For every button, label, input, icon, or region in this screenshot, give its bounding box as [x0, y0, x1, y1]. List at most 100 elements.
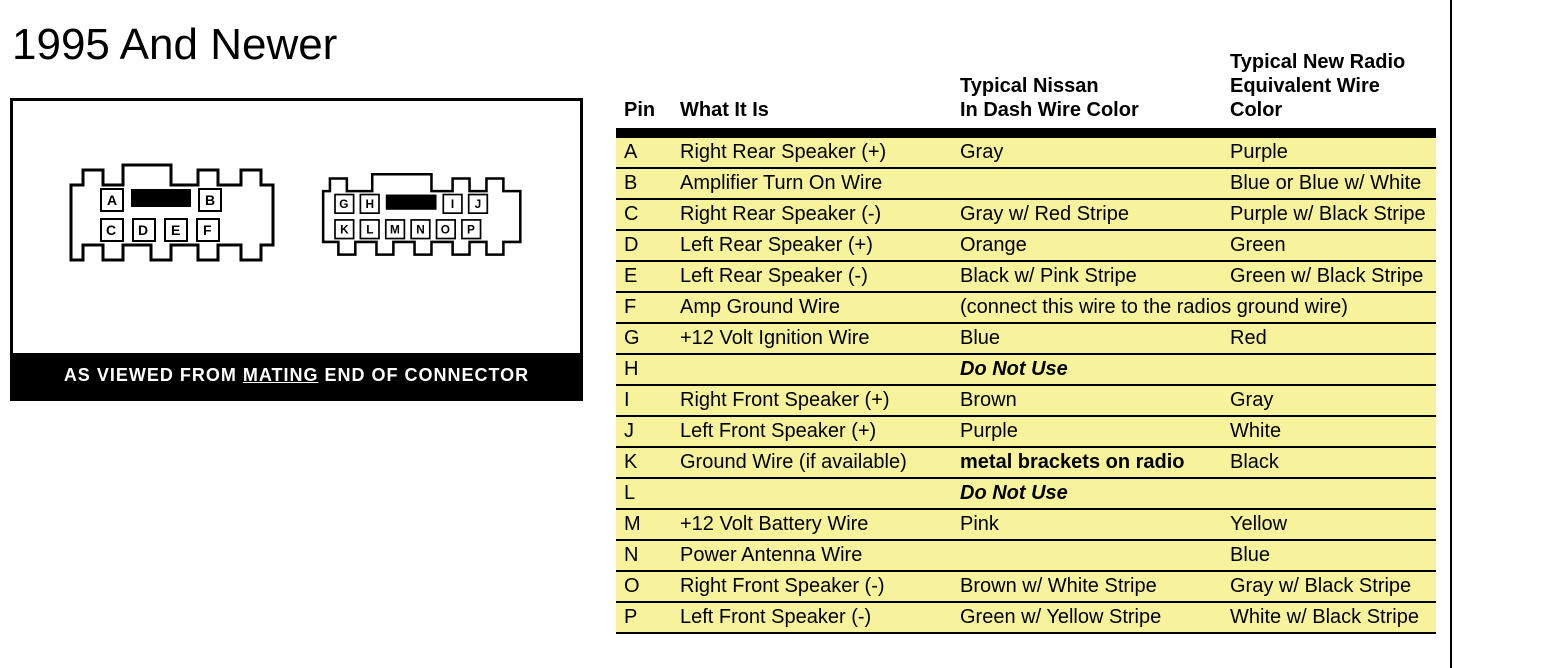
cell-what: +12 Volt Battery Wire — [672, 509, 952, 540]
cell-newradio: Red — [1222, 323, 1436, 354]
cell-newradio: Blue or Blue w/ White — [1222, 168, 1436, 199]
table-row: G+12 Volt Ignition WireBlueRed — [616, 323, 1436, 354]
cell-nissan: Black w/ Pink Stripe — [952, 261, 1222, 292]
cell-newradio: White w/ Black Stripe — [1222, 602, 1436, 633]
col-pin: Pin — [616, 46, 672, 133]
cell-nissan: metal brackets on radio — [952, 447, 1222, 478]
cell-pin: N — [616, 540, 672, 571]
pin-e-label: E — [171, 222, 180, 238]
page-right-border — [1450, 0, 1452, 668]
cell-what: Right Front Speaker (+) — [672, 385, 952, 416]
cell-span: Do Not Use — [952, 354, 1436, 385]
cell-what: Amplifier Turn On Wire — [672, 168, 952, 199]
pin-o-label: O — [441, 222, 450, 236]
table-row: DLeft Rear Speaker (+)OrangeGreen — [616, 230, 1436, 261]
table-row: NPower Antenna Wire Blue — [616, 540, 1436, 571]
pin-f-label: F — [203, 222, 212, 238]
connector-diagram-box: A B C D E F G — [10, 98, 583, 401]
pin-p-label: P — [467, 222, 475, 236]
cell-nissan: Purple — [952, 416, 1222, 447]
cell-nissan: Blue — [952, 323, 1222, 354]
cell-nissan: Orange — [952, 230, 1222, 261]
table-row: LDo Not Use — [616, 478, 1436, 509]
table-row: M+12 Volt Battery WirePinkYellow — [616, 509, 1436, 540]
cell-pin: F — [616, 292, 672, 323]
cell-pin: H — [616, 354, 672, 385]
cell-what: Left Front Speaker (+) — [672, 416, 952, 447]
cell-pin: C — [616, 199, 672, 230]
col-nissan: Typical NissanIn Dash Wire Color — [952, 46, 1222, 133]
pin-j-label: J — [475, 197, 482, 211]
table-row: ORight Front Speaker (-)Brown w/ White S… — [616, 571, 1436, 602]
pinout-table: Pin What It Is Typical NissanIn Dash Wir… — [616, 46, 1436, 634]
cell-nissan: Gray w/ Red Stripe — [952, 199, 1222, 230]
cell-pin: B — [616, 168, 672, 199]
pinout-table-wrap: Pin What It Is Typical NissanIn Dash Wir… — [616, 46, 1436, 634]
left-connector-plug: A B C D E F — [63, 145, 283, 305]
pin-l-label: L — [366, 222, 373, 236]
cell-what: Right Rear Speaker (+) — [672, 133, 952, 168]
cell-pin: J — [616, 416, 672, 447]
cell-what — [672, 478, 952, 509]
pin-d-label: D — [138, 222, 148, 238]
table-row: ELeft Rear Speaker (-)Black w/ Pink Stri… — [616, 261, 1436, 292]
cell-span: (connect this wire to the radios ground … — [952, 292, 1436, 323]
cell-nissan: Gray — [952, 133, 1222, 168]
cell-pin: E — [616, 261, 672, 292]
pin-g-label: G — [339, 197, 348, 211]
pin-a-label: A — [107, 192, 117, 208]
cell-pin: P — [616, 602, 672, 633]
connector-caption: AS VIEWED FROM MATING END OF CONNECTOR — [13, 353, 580, 398]
cell-what: Left Rear Speaker (+) — [672, 230, 952, 261]
cell-what: Power Antenna Wire — [672, 540, 952, 571]
cell-nissan: Brown w/ White Stripe — [952, 571, 1222, 602]
cell-what: Right Front Speaker (-) — [672, 571, 952, 602]
connector-diagram: A B C D E F G — [13, 101, 580, 353]
cell-what: +12 Volt Ignition Wire — [672, 323, 952, 354]
pin-b-label: B — [205, 192, 215, 208]
cell-newradio: Blue — [1222, 540, 1436, 571]
cell-pin: O — [616, 571, 672, 602]
cell-newradio: Black — [1222, 447, 1436, 478]
cell-what: Right Rear Speaker (-) — [672, 199, 952, 230]
table-header-row: Pin What It Is Typical NissanIn Dash Wir… — [616, 46, 1436, 133]
cell-nissan: Pink — [952, 509, 1222, 540]
pin-h-label: H — [365, 197, 374, 211]
cell-pin: K — [616, 447, 672, 478]
cell-newradio: Purple — [1222, 133, 1436, 168]
cell-what: Amp Ground Wire — [672, 292, 952, 323]
cell-pin: D — [616, 230, 672, 261]
right-connector-plug: G H I J K L M N O P — [313, 145, 533, 305]
table-row: H Do Not Use — [616, 354, 1436, 385]
cell-pin: I — [616, 385, 672, 416]
page-title: 1995 And Newer — [12, 20, 337, 70]
cell-newradio: Green w/ Black Stripe — [1222, 261, 1436, 292]
cell-what: Left Front Speaker (-) — [672, 602, 952, 633]
cell-nissan — [952, 168, 1222, 199]
cell-pin: M — [616, 509, 672, 540]
table-row: BAmplifier Turn On Wire Blue or Blue w/ W… — [616, 168, 1436, 199]
cell-newradio: Purple w/ Black Stripe — [1222, 199, 1436, 230]
table-row: JLeft Front Speaker (+)PurpleWhite — [616, 416, 1436, 447]
table-row: PLeft Front Speaker (-)Green w/ Yellow S… — [616, 602, 1436, 633]
col-newradio: Typical New RadioEquivalent Wire Color — [1222, 46, 1436, 133]
cell-newradio: Yellow — [1222, 509, 1436, 540]
cell-newradio: Gray w/ Black Stripe — [1222, 571, 1436, 602]
pin-n-label: N — [416, 222, 425, 236]
cell-newradio: Green — [1222, 230, 1436, 261]
table-row: KGround Wire (if available)metal bracket… — [616, 447, 1436, 478]
cell-nissan: Green w/ Yellow Stripe — [952, 602, 1222, 633]
cell-nissan: Brown — [952, 385, 1222, 416]
pin-m-label: M — [390, 222, 400, 236]
cell-pin: G — [616, 323, 672, 354]
table-row: ARight Rear Speaker (+)GrayPurple — [616, 133, 1436, 168]
cell-what — [672, 354, 952, 385]
pin-i-label: I — [451, 197, 454, 211]
cell-newradio: White — [1222, 416, 1436, 447]
table-row: FAmp Ground Wire(connect this wire to th… — [616, 292, 1436, 323]
cell-pin: L — [616, 478, 672, 509]
table-row: CRight Rear Speaker (-)Gray w/ Red Strip… — [616, 199, 1436, 230]
pin-k-label: K — [340, 222, 349, 236]
table-row: IRight Front Speaker (+)BrownGray — [616, 385, 1436, 416]
pin-c-label: C — [106, 222, 116, 238]
